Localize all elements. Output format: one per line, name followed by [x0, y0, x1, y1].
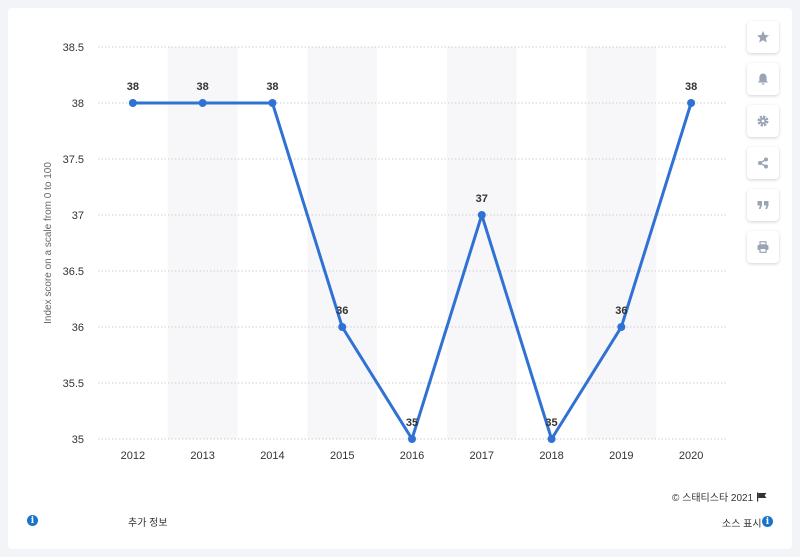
data-point [617, 323, 626, 331]
x-tick-label: 2018 [539, 450, 563, 462]
data-label: 38 [197, 81, 209, 93]
data-label: 35 [406, 417, 418, 429]
chart-card [8, 8, 792, 549]
y-tick-label: 35.5 [63, 378, 84, 390]
y-tick-label: 35 [72, 434, 84, 446]
copyright-text[interactable]: © 스태티스타 2021 [672, 489, 768, 504]
y-axis-label: Index score on a scale from 0 to 100 [43, 162, 54, 324]
x-tick-label: 2019 [609, 450, 633, 462]
data-point [687, 99, 696, 107]
column-bands [167, 47, 657, 439]
print-button[interactable] [747, 231, 779, 263]
y-tick-label: 36.5 [63, 266, 84, 278]
data-point [198, 99, 207, 107]
data-label: 35 [545, 417, 557, 429]
y-tick-label: 38 [72, 98, 84, 110]
data-point [477, 211, 486, 219]
column-band [446, 47, 517, 439]
cite-button[interactable] [747, 189, 779, 221]
star-icon [757, 31, 769, 43]
x-tick-label: 2013 [190, 450, 214, 462]
source-info-icon[interactable]: i [762, 516, 773, 527]
bell-icon [758, 73, 768, 85]
data-label: 38 [266, 81, 278, 93]
x-tick-label: 2012 [121, 450, 145, 462]
data-label: 36 [336, 305, 348, 317]
data-point [268, 99, 277, 107]
y-axis-ticks: 35 35.5 36 36.5 37 37.5 38 38.5 [63, 42, 84, 446]
x-tick-label: 2017 [470, 450, 494, 462]
x-tick-label: 2016 [400, 450, 424, 462]
data-label: 37 [476, 193, 488, 205]
gear-icon [757, 115, 769, 127]
x-tick-label: 2014 [260, 450, 284, 462]
share-button[interactable] [747, 147, 779, 179]
column-band [167, 47, 238, 439]
favorite-button[interactable] [747, 21, 779, 53]
data-point [128, 99, 137, 107]
data-point [408, 435, 416, 443]
data-points [128, 99, 696, 443]
data-label: 36 [615, 305, 627, 317]
data-point [338, 323, 347, 331]
y-tick-label: 38.5 [63, 42, 84, 54]
x-tick-label: 2015 [330, 450, 354, 462]
x-axis-ticks: 2012 2013 2014 2015 2016 2017 2018 2019 2020 [121, 450, 704, 462]
column-band [586, 47, 657, 439]
x-tick-label: 2020 [679, 450, 703, 462]
data-label: 38 [685, 81, 697, 93]
more-info-link[interactable]: 추가 정보 [128, 518, 168, 529]
data-point [547, 435, 556, 443]
column-band [307, 47, 378, 439]
notification-button[interactable] [747, 63, 779, 95]
info-icon[interactable]: i [27, 515, 38, 526]
show-source-link[interactable]: 소스 표시 [722, 519, 762, 530]
quote-icon [757, 201, 769, 209]
y-tick-label: 36 [72, 322, 84, 334]
data-label: 38 [127, 81, 139, 93]
y-tick-label: 37.5 [63, 154, 84, 166]
data-labels: 38 38 38 36 35 37 35 36 38 [127, 81, 697, 429]
flag-icon [756, 492, 767, 502]
print-icon [757, 241, 769, 253]
share-icon [758, 157, 768, 169]
y-tick-label: 37 [72, 210, 84, 222]
settings-button[interactable] [747, 105, 779, 137]
